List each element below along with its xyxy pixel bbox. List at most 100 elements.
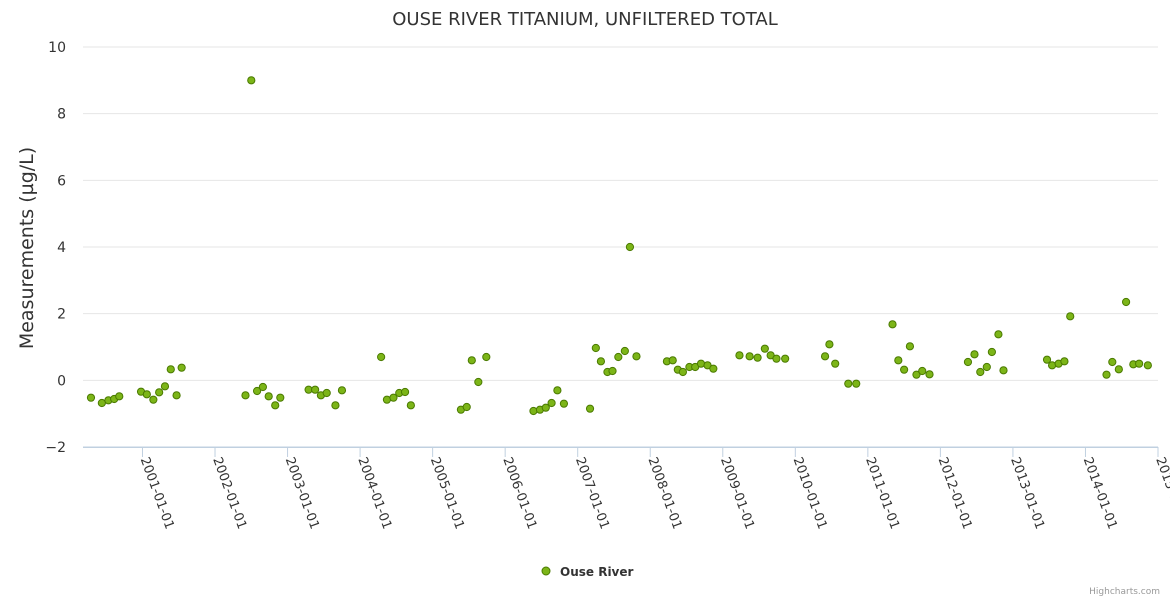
data-point[interactable] [389, 393, 398, 402]
data-point[interactable] [115, 392, 124, 401]
data-point[interactable] [547, 398, 556, 408]
data-point[interactable] [970, 350, 979, 359]
data-point[interactable] [831, 359, 840, 368]
data-point[interactable] [591, 343, 600, 353]
data-point[interactable] [529, 406, 538, 416]
data-point[interactable] [482, 352, 491, 362]
x-tick-label: 2002-01-01 [209, 455, 249, 531]
data-point[interactable] [86, 393, 96, 402]
data-point[interactable] [625, 242, 635, 252]
data-point[interactable] [541, 403, 550, 412]
data-point[interactable] [745, 352, 754, 361]
data-point[interactable] [252, 386, 262, 396]
y-axis-label: Measurements (µg/L) [16, 147, 38, 349]
x-tick-label: 2008-01-01 [644, 455, 684, 531]
data-point[interactable] [925, 370, 934, 379]
data-point[interactable] [709, 364, 718, 373]
data-point[interactable] [322, 388, 331, 398]
x-tick-label: 2013-01-01 [1007, 455, 1047, 531]
data-point[interactable] [559, 399, 569, 408]
data-point[interactable] [400, 387, 410, 397]
data-point[interactable] [614, 352, 623, 362]
data-point[interactable] [844, 379, 853, 388]
y-tick-label: 0 [57, 373, 66, 389]
data-point[interactable] [142, 390, 151, 399]
data-point[interactable] [620, 346, 629, 356]
data-point[interactable] [963, 357, 973, 367]
data-point[interactable] [999, 366, 1008, 375]
data-point[interactable] [781, 354, 790, 363]
data-point[interactable] [735, 351, 744, 360]
y-axis-ticks: −2 0 2 4 6 8 10 [45, 40, 66, 456]
data-point[interactable] [311, 385, 320, 394]
data-point[interactable] [1135, 359, 1144, 368]
data-point[interactable] [918, 366, 927, 376]
data-point[interactable] [258, 382, 267, 392]
data-point[interactable] [760, 344, 769, 353]
x-tick-label: 2003-01-01 [282, 455, 322, 531]
data-point[interactable] [177, 363, 186, 372]
data-point[interactable] [678, 367, 687, 377]
data-point[interactable] [585, 404, 595, 413]
data-point[interactable] [337, 386, 347, 395]
data-point[interactable] [976, 367, 985, 377]
x-tick-label: 2004-01-01 [354, 455, 394, 531]
data-point[interactable] [160, 382, 170, 391]
data-point[interactable] [247, 76, 256, 85]
data-point[interactable] [149, 395, 158, 404]
data-point[interactable] [1143, 361, 1152, 370]
data-point[interactable] [825, 340, 834, 349]
data-point[interactable] [987, 347, 996, 357]
y-tick-label: 8 [57, 107, 66, 123]
x-axis: 2001-01-01 2002-01-01 2003-01-01 2004-01-01… [83, 447, 1170, 531]
data-point[interactable] [406, 401, 415, 410]
data-point[interactable] [1114, 365, 1123, 374]
legend-marker[interactable] [541, 566, 551, 576]
data-point[interactable] [994, 330, 1003, 339]
legend[interactable]: Ouse River [541, 565, 634, 579]
data-point[interactable] [905, 342, 915, 351]
data-point[interactable] [1121, 297, 1131, 307]
data-point[interactable] [1102, 370, 1111, 379]
data-point[interactable] [377, 352, 386, 362]
data-point[interactable] [166, 365, 175, 374]
chart-credit[interactable]: Highcharts.com [1089, 587, 1160, 597]
data-point[interactable] [912, 370, 921, 379]
data-point[interactable] [271, 401, 280, 410]
data-point[interactable] [241, 391, 250, 400]
data-point[interactable] [894, 356, 903, 365]
data-point[interactable] [1066, 312, 1075, 321]
data-point[interactable] [264, 392, 273, 401]
data-point[interactable] [462, 402, 471, 412]
data-point[interactable] [608, 366, 617, 376]
y-tick-label: 6 [57, 173, 66, 189]
data-point[interactable] [155, 388, 164, 397]
data-point[interactable] [596, 357, 606, 366]
data-point[interactable] [1042, 355, 1052, 364]
data-point[interactable] [900, 365, 909, 374]
x-tick-label: 2006-01-01 [499, 455, 539, 531]
data-point[interactable] [1060, 357, 1069, 366]
x-tick-label: 2011-01-01 [862, 455, 902, 531]
data-point[interactable] [753, 353, 762, 362]
data-point[interactable] [888, 320, 897, 329]
data-point[interactable] [474, 377, 483, 387]
data-point[interactable] [852, 379, 861, 388]
data-point[interactable] [982, 362, 991, 372]
data-point[interactable] [467, 356, 476, 365]
data-point[interactable] [772, 354, 781, 363]
data-point[interactable] [668, 356, 677, 365]
x-tick-label: 2007-01-01 [572, 455, 612, 531]
x-tick-label: 2014-01-01 [1080, 455, 1120, 531]
data-point[interactable] [553, 386, 562, 395]
x-tick-label: 2009-01-01 [717, 455, 757, 531]
data-point[interactable] [1108, 357, 1117, 367]
data-point[interactable] [820, 352, 830, 361]
data-point[interactable] [172, 391, 181, 400]
data-point[interactable] [632, 352, 641, 361]
x-tick-label: 2010-01-01 [790, 455, 830, 531]
data-point[interactable] [331, 401, 340, 410]
legend-item-ouse-river[interactable]: Ouse River [560, 565, 634, 579]
data-point[interactable] [276, 393, 285, 402]
